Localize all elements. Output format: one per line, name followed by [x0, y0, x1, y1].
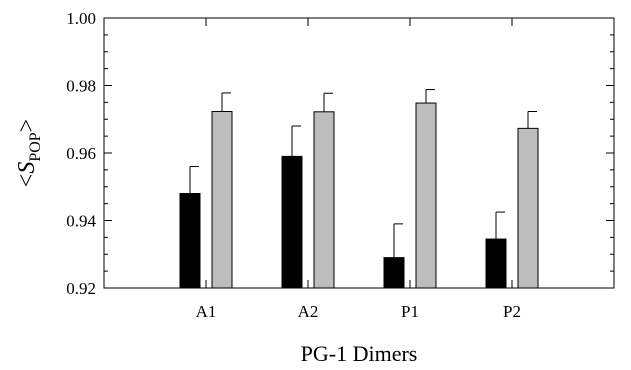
x-axis: A1 A2 P1 P2: [196, 18, 521, 321]
x-tick-label-P2: P2: [503, 302, 521, 321]
y-axis: 0.92 0.94 0.96 0.98 1.00: [66, 9, 614, 298]
bar-A1-series-2: [211, 110, 233, 289]
bar-P1-series-2: [415, 102, 437, 289]
bar-A1-series-1: [179, 193, 201, 289]
bar-P2-series-1: [485, 238, 507, 289]
y-axis-title-suffix: >: [14, 119, 40, 133]
y-tick-label: 1.00: [66, 9, 96, 28]
y-axis-title: <SPOP>: [14, 119, 44, 187]
y-axis-title-subscript: POP: [27, 132, 44, 161]
x-tick-label-A1: A1: [196, 302, 217, 321]
bar-A2-series-1: [281, 155, 303, 289]
x-axis-title: PG-1 Dimers: [301, 341, 418, 366]
y-tick-label: 0.92: [66, 279, 96, 298]
y-axis-title-prefix: <: [14, 174, 40, 188]
x-tick-label-A2: A2: [298, 302, 319, 321]
y-axis-title-symbol: S: [14, 162, 40, 174]
bars-layer: [179, 89, 539, 289]
bar-P1-series-1: [383, 257, 405, 289]
y-tick-label: 0.98: [66, 77, 96, 96]
bar-P2-series-2: [517, 127, 539, 289]
x-tick-label-P1: P1: [401, 302, 419, 321]
y-tick-label: 0.96: [66, 144, 96, 163]
y-tick-label: 0.94: [66, 212, 96, 231]
bar-A2-series-2: [313, 111, 335, 289]
